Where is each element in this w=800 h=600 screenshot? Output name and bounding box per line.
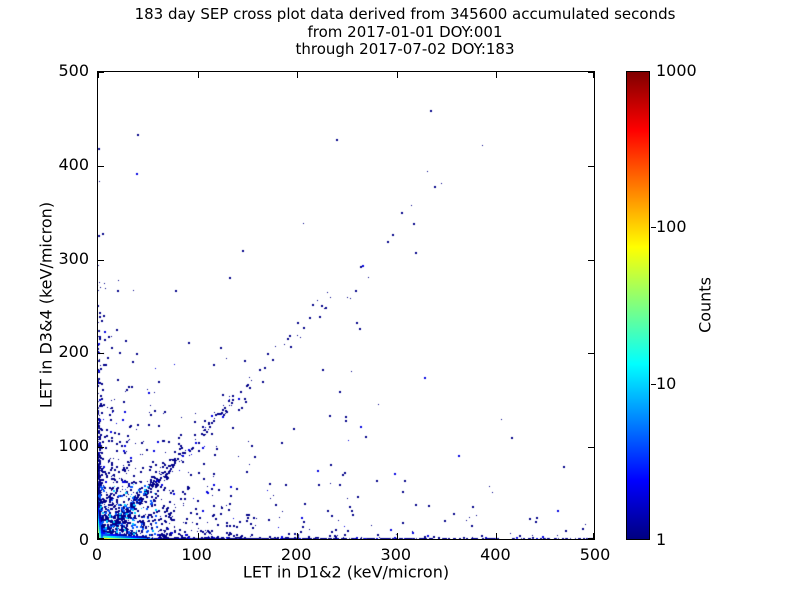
y-tick-label: 400 xyxy=(58,154,89,174)
y-tick-label: 500 xyxy=(58,61,89,80)
scatter-plot-canvas xyxy=(97,71,595,540)
x-tick-label: 0 xyxy=(91,545,103,564)
chart-title-line-1: 183 day SEP cross plot data derived from… xyxy=(134,5,676,23)
colorbar-gradient xyxy=(627,72,649,539)
chart-title: 183 day SEP cross plot data derived from… xyxy=(10,5,800,59)
colorbar-label: Counts xyxy=(695,277,715,333)
y-tick-label: 100 xyxy=(58,436,89,456)
colorbar-tick-label: 1 xyxy=(656,530,667,549)
colorbar xyxy=(626,71,650,540)
x-tick-label: 200 xyxy=(280,545,312,564)
y-tick-label: 200 xyxy=(58,342,89,362)
colorbar-tick-label: 10 xyxy=(656,373,677,393)
colorbar-tick-mark xyxy=(651,384,656,385)
x-tick-label: 400 xyxy=(480,545,511,564)
chart-title-line-3: through 2017-07-02 DOY:183 xyxy=(295,40,515,58)
x-tick-label: 500 xyxy=(579,545,611,564)
y-tick-label: 0 xyxy=(78,530,89,549)
x-tick-label: 300 xyxy=(380,545,412,564)
y-tick-label: 300 xyxy=(58,248,89,268)
chart-title-line-2: from 2017-01-01 DOY:001 xyxy=(307,22,503,41)
colorbar-tick-mark xyxy=(651,227,656,228)
x-tick-label: 100 xyxy=(181,545,212,564)
colorbar-tick-label: 100 xyxy=(656,217,687,237)
colorbar-tick-label: 1000 xyxy=(656,61,697,80)
y-axis-label: LET in D3&4 (keV/micron) xyxy=(36,201,56,409)
x-axis-label: LET in D1&2 (keV/micron) xyxy=(242,562,450,582)
